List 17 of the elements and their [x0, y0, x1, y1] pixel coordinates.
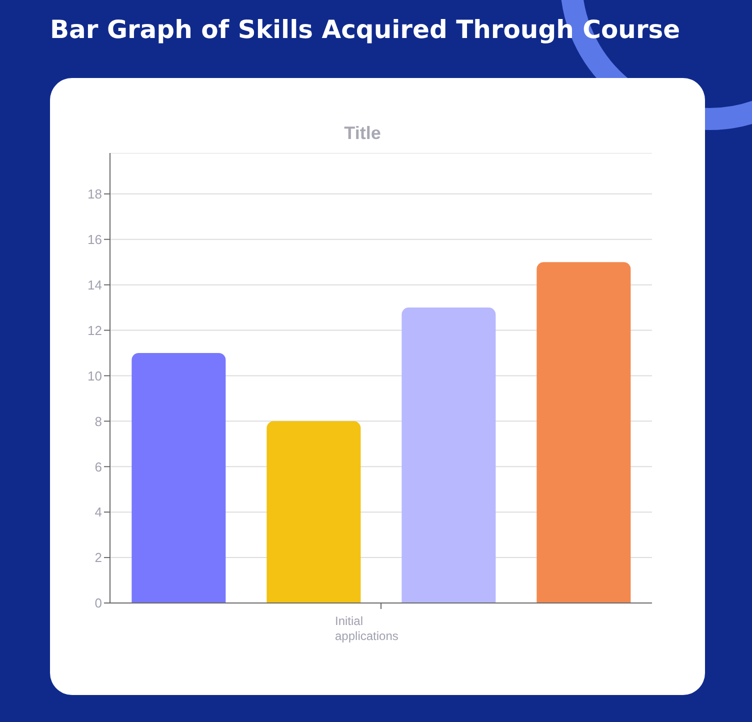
bar	[132, 353, 226, 603]
y-tick-label: 16	[88, 232, 102, 247]
chart-title: Bar Graph of Skills Acquired Through Course	[50, 14, 682, 45]
bar	[536, 262, 631, 603]
y-tick-label: 8	[94, 414, 102, 429]
chart-subtitle: Title	[343, 123, 382, 144]
y-tick-label: 6	[94, 459, 102, 474]
y-tick-label: 4	[94, 504, 102, 520]
bar	[266, 421, 361, 603]
bar	[402, 308, 496, 603]
y-tick-label: 10	[88, 368, 102, 384]
y-tick-label: 0	[94, 596, 102, 611]
y-tick-label: 2	[94, 550, 102, 566]
y-tick-label: 14	[88, 277, 102, 292]
y-tick-label: 18	[88, 186, 102, 202]
y-tick-label: 12	[88, 322, 102, 338]
x-tick-label: Initial applications	[335, 614, 398, 643]
